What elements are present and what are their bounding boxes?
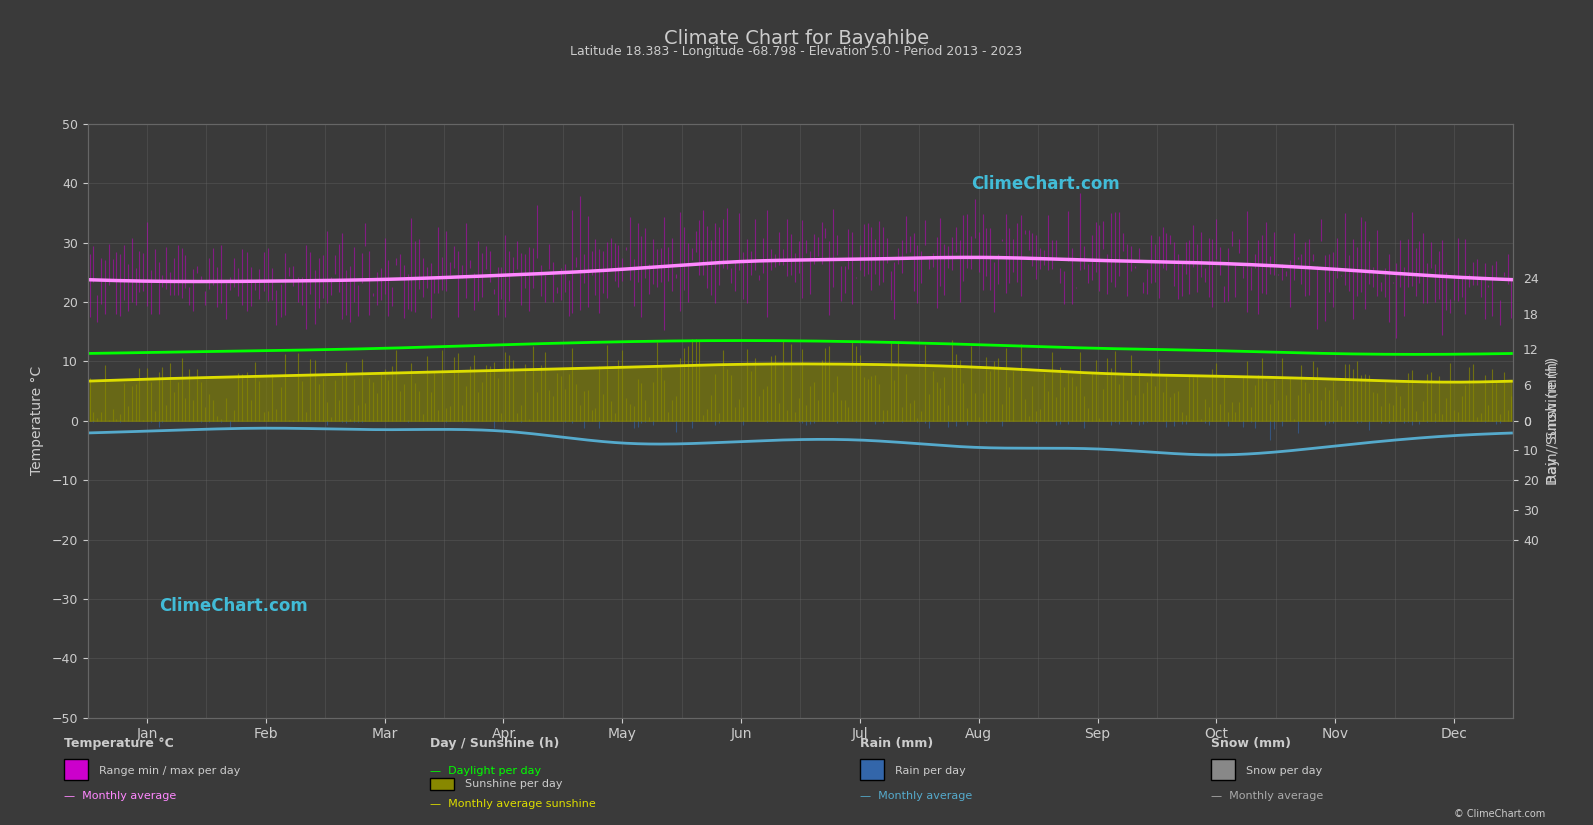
Y-axis label: Rain / Snow (mm): Rain / Snow (mm) [1545, 359, 1560, 483]
Text: —  Monthly average sunshine: — Monthly average sunshine [430, 799, 596, 809]
Text: —  Monthly average: — Monthly average [860, 791, 972, 801]
Text: Rain (mm): Rain (mm) [860, 737, 933, 750]
Text: Rain per day: Rain per day [895, 766, 965, 776]
Text: Day / Sunshine (h): Day / Sunshine (h) [430, 737, 559, 750]
Text: ClimeChart.com: ClimeChart.com [972, 175, 1120, 193]
Text: —  Monthly average: — Monthly average [64, 791, 175, 801]
Text: © ClimeChart.com: © ClimeChart.com [1454, 808, 1545, 818]
Text: Latitude 18.383 - Longitude -68.798 - Elevation 5.0 - Period 2013 - 2023: Latitude 18.383 - Longitude -68.798 - El… [570, 45, 1023, 59]
Text: Sunshine per day: Sunshine per day [465, 779, 562, 789]
Text: Snow per day: Snow per day [1246, 766, 1322, 776]
Text: Temperature °C: Temperature °C [64, 737, 174, 750]
Text: Climate Chart for Bayahibe: Climate Chart for Bayahibe [664, 29, 929, 48]
Text: —  Monthly average: — Monthly average [1211, 791, 1322, 801]
Text: ClimeChart.com: ClimeChart.com [159, 596, 307, 615]
Text: —  Daylight per day: — Daylight per day [430, 766, 542, 776]
Y-axis label: Day / Sunshine (h): Day / Sunshine (h) [1545, 356, 1560, 485]
Text: Range min / max per day: Range min / max per day [99, 766, 241, 776]
Text: Snow (mm): Snow (mm) [1211, 737, 1290, 750]
Y-axis label: Temperature °C: Temperature °C [30, 366, 45, 475]
